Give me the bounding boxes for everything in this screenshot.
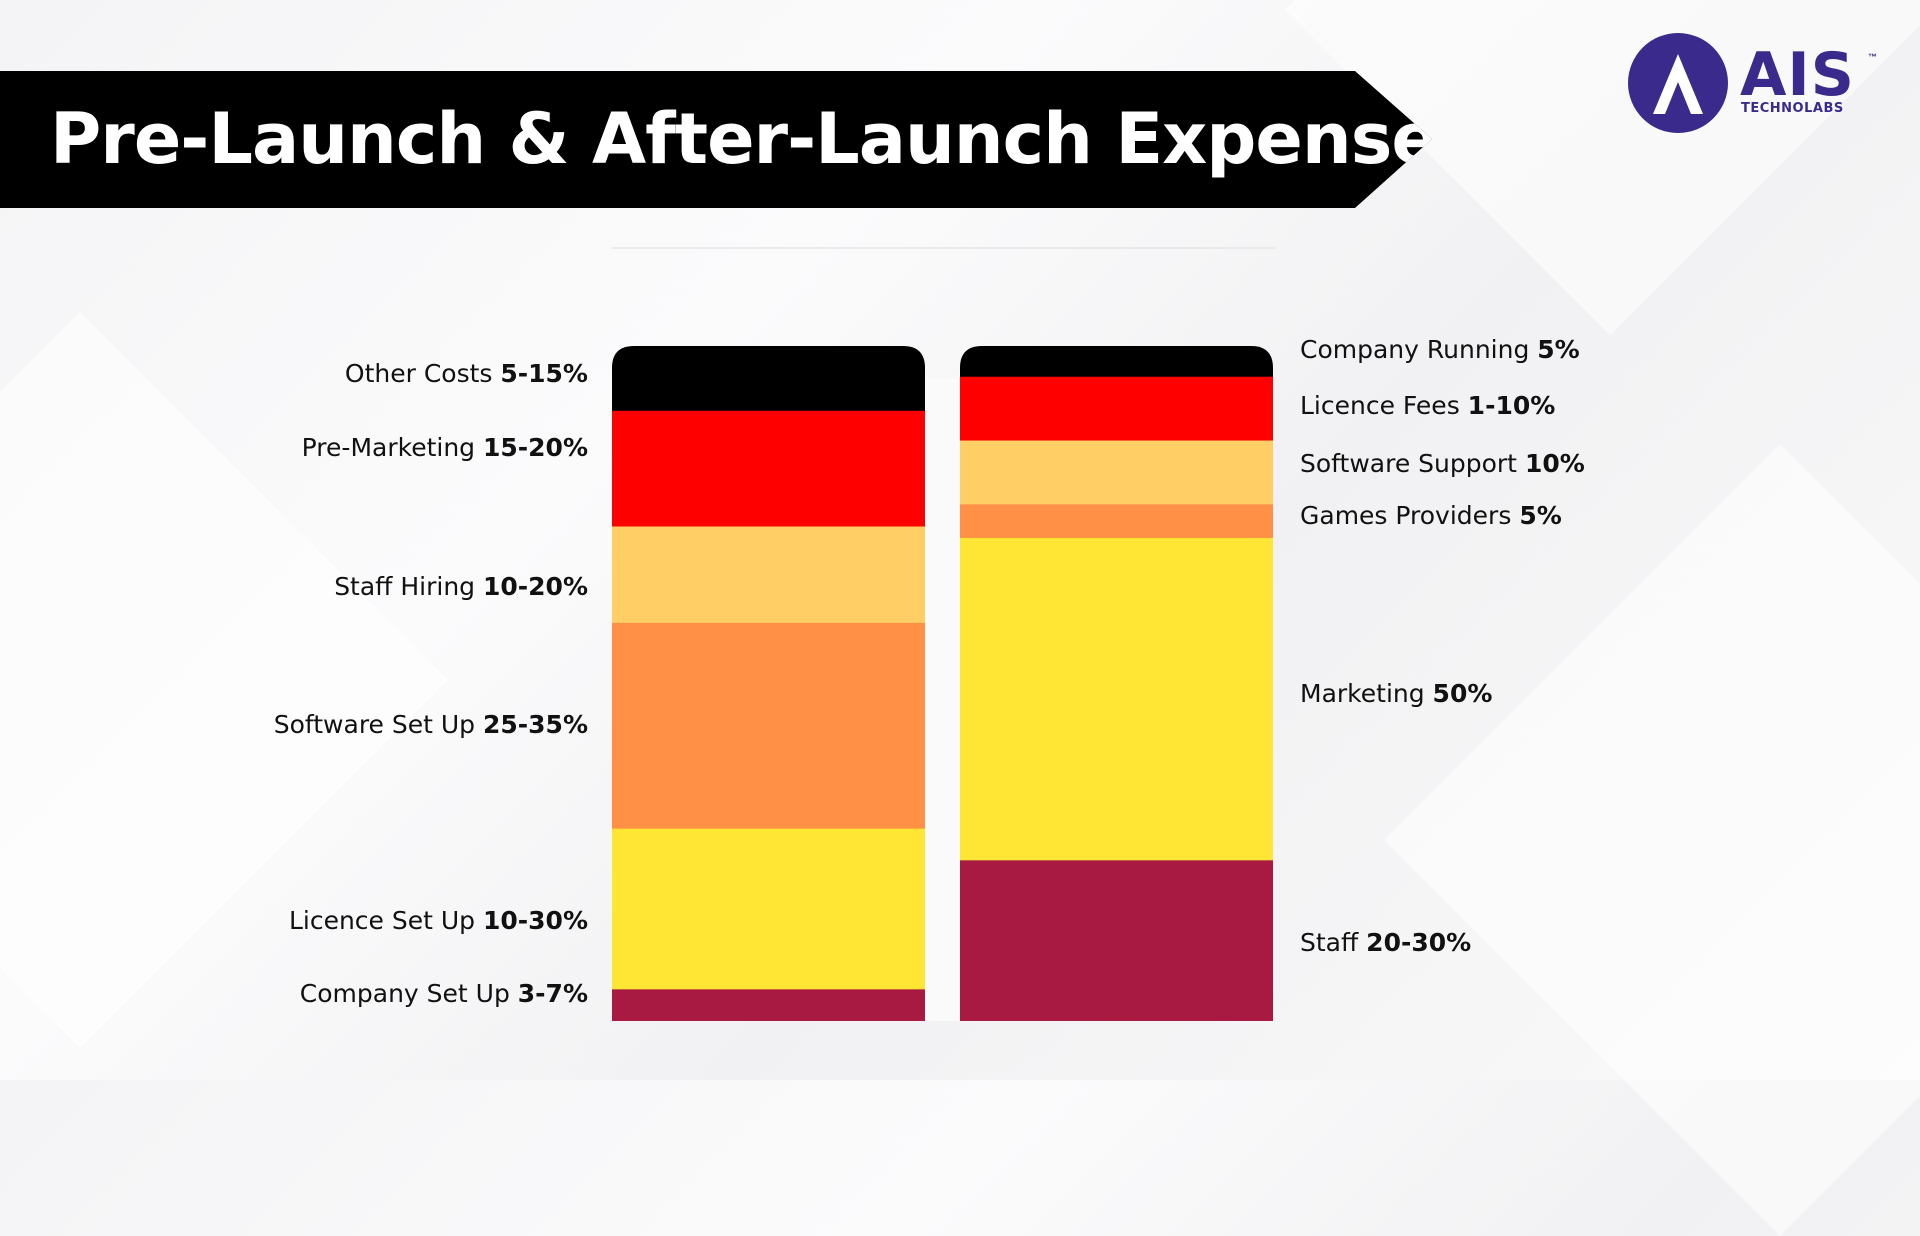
segment-name: Pre-Marketing <box>302 433 483 462</box>
bar-segment-company-set-up <box>612 988 925 1021</box>
segment-name: Staff Hiring <box>334 572 483 601</box>
segment-percent: 5-15% <box>500 359 588 388</box>
segment-percent: 1-10% <box>1468 391 1556 420</box>
ais-logo-icon <box>1628 33 1728 133</box>
segment-name: Staff <box>1300 928 1366 957</box>
stacked-bar-chart: Company Set Up 3-7% Licence Set Up 10-30%… <box>274 247 1585 1021</box>
bar-segment-software-set-up <box>612 622 925 829</box>
title-banner: Pre-Launch & After-Launch Expenses <box>0 71 1432 208</box>
logo-trademark: ™ <box>1868 52 1877 62</box>
page-title: Pre-Launch & After-Launch Expenses <box>50 98 1479 180</box>
segment-percent: 50% <box>1433 679 1493 708</box>
bars-group <box>612 346 1273 1021</box>
bar-segment-games-providers <box>960 503 1273 538</box>
bar-segment-staff <box>960 859 1273 1021</box>
segment-name: Company Set Up <box>300 979 518 1008</box>
segment-percent: 25-35% <box>483 710 588 739</box>
segment-percent: 15-20% <box>483 433 588 462</box>
segment-percent: 5% <box>1537 335 1579 364</box>
logo-subtitle: TECHNOLABS <box>1741 101 1844 116</box>
bar-segment-licence-set-up <box>612 828 925 990</box>
segment-label-staff: Staff 20-30% <box>1300 928 1471 957</box>
segment-label-licence-fees: Licence Fees 1-10% <box>1300 391 1555 420</box>
segment-name: Licence Set Up <box>289 906 483 935</box>
bar-segment-staff-hiring <box>612 526 925 623</box>
segment-label-software-set-up: Software Set Up 25-35% <box>274 710 588 739</box>
segment-label-staff-hiring: Staff Hiring 10-20% <box>334 572 588 601</box>
segment-name: Other Costs <box>345 359 500 388</box>
segment-label-pre-marketing: Pre-Marketing 15-20% <box>302 433 588 462</box>
segment-name: Company Running <box>1300 335 1537 364</box>
bar-gap-column <box>925 378 960 1021</box>
segment-label-marketing: Marketing 50% <box>1300 679 1492 708</box>
segment-name: Games Providers <box>1300 501 1519 530</box>
segment-label-software-support: Software Support 10% <box>1300 449 1585 478</box>
segment-label-games-providers: Games Providers 5% <box>1300 501 1562 530</box>
segment-percent: 10-30% <box>483 906 588 935</box>
segment-percent: 3-7% <box>518 979 588 1008</box>
segment-percent: 5% <box>1519 501 1561 530</box>
bar-segment-pre-marketing <box>612 410 925 527</box>
segment-percent: 20-30% <box>1366 928 1471 957</box>
segment-name: Software Set Up <box>274 710 483 739</box>
logo-wordmark: AIS <box>1740 40 1855 110</box>
segment-name: Software Support <box>1300 449 1525 478</box>
segment-label-company-running: Company Running 5% <box>1300 335 1580 364</box>
bar-segment-licence-fees <box>960 376 1273 441</box>
stack-0 <box>612 346 925 1021</box>
labels-group: Company Set Up 3-7% Licence Set Up 10-30%… <box>274 335 1585 1008</box>
segment-label-other-costs: Other Costs 5-15% <box>345 359 588 388</box>
bar-segment-software-support <box>960 440 1273 505</box>
segment-label-company-set-up: Company Set Up 3-7% <box>300 979 588 1008</box>
bar-segment-marketing <box>960 537 1273 861</box>
segment-percent: 10-20% <box>483 572 588 601</box>
segment-label-licence-set-up: Licence Set Up 10-30% <box>289 906 588 935</box>
bar-segment-other-costs <box>612 346 925 411</box>
segment-name: Marketing <box>1300 679 1433 708</box>
bar-segment-company-running <box>960 346 1273 377</box>
stack-1 <box>960 346 1273 1021</box>
segment-name: Licence Fees <box>1300 391 1468 420</box>
segment-percent: 10% <box>1525 449 1585 478</box>
